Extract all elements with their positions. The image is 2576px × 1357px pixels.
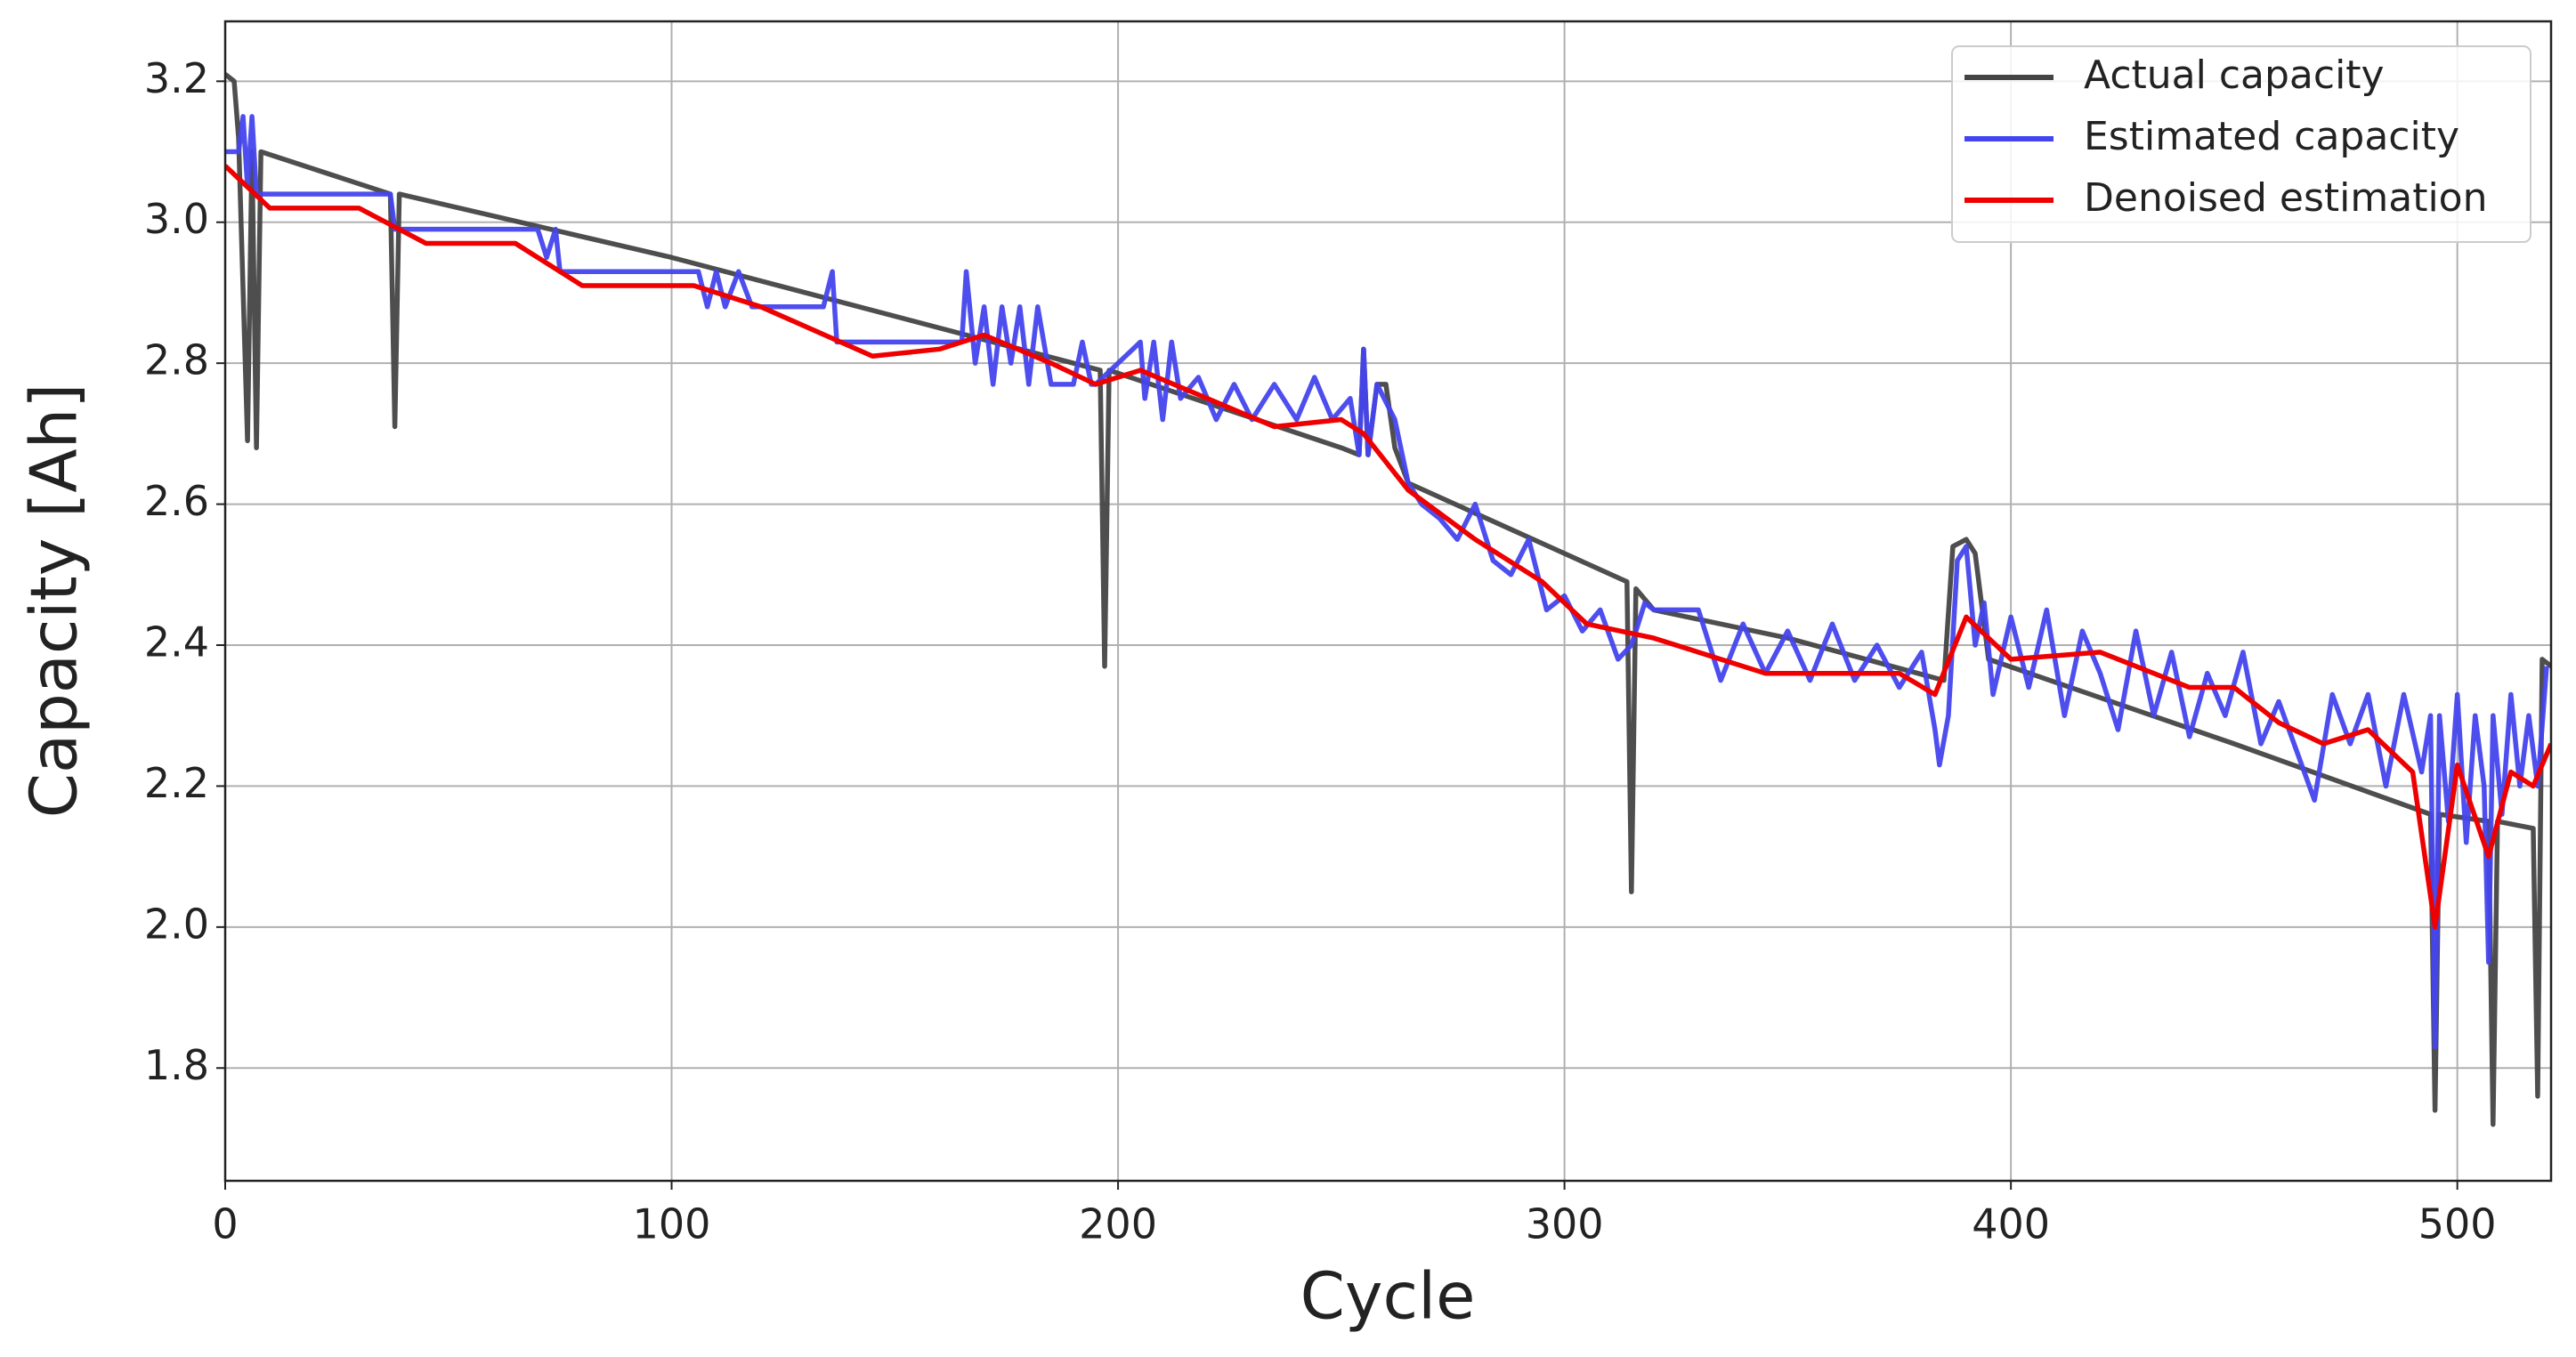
- y-tick-label: 1.8: [144, 1041, 209, 1089]
- legend-label: Actual capacity: [2084, 53, 2385, 98]
- y-axis-label: Capacity [Ah]: [17, 384, 92, 819]
- series-line: [225, 164, 2551, 930]
- y-tick-label: 2.6: [144, 477, 209, 525]
- x-tick-label: 200: [1079, 1200, 1157, 1248]
- x-tick-label: 500: [2418, 1200, 2497, 1248]
- y-tick-label: 2.0: [144, 900, 209, 948]
- x-tick-label: 400: [1972, 1200, 2050, 1248]
- plot-frame: [223, 20, 2553, 1183]
- legend-label: Estimated capacity: [2084, 114, 2459, 159]
- x-tick-label: 0: [212, 1200, 238, 1248]
- series-line: [225, 114, 2549, 1050]
- y-tick-label: 3.0: [144, 195, 209, 243]
- x-axis-label: Cycle: [1300, 1259, 1476, 1334]
- x-tick-label: 300: [1526, 1200, 1604, 1248]
- y-tick-label: 2.8: [144, 336, 209, 384]
- x-tick-label: 100: [633, 1200, 711, 1248]
- y-tick-label: 2.2: [144, 759, 209, 807]
- y-tick-label: 3.2: [144, 54, 209, 102]
- legend-label: Denoised estimation: [2084, 175, 2487, 221]
- y-tick-label: 2.4: [144, 618, 209, 666]
- legend-box: [1951, 45, 2531, 243]
